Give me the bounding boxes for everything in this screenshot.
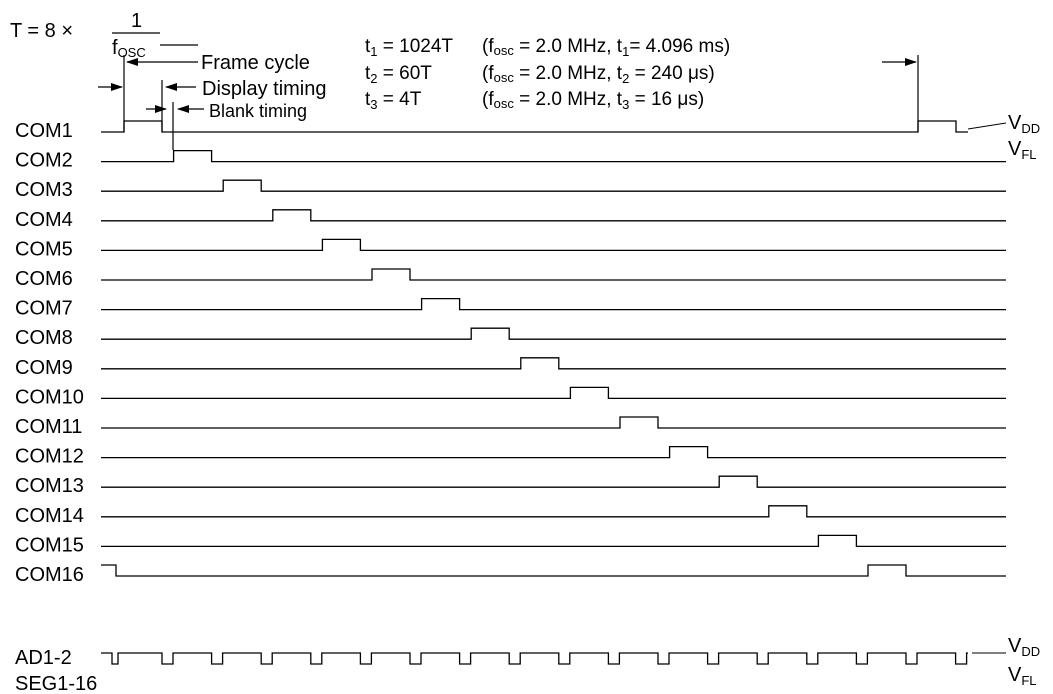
com-label: COM2 <box>15 150 73 172</box>
com-label: COM3 <box>15 179 73 201</box>
parameter-def: t3 = 4T <box>365 89 422 112</box>
com-label: COM16 <box>15 564 84 586</box>
vdd-label-top: VDD <box>1008 112 1040 136</box>
com-label: COM11 <box>15 416 82 438</box>
com-label: COM5 <box>15 238 73 260</box>
com-waveform <box>101 238 1006 252</box>
parameter-def: t2 = 60T <box>365 63 432 86</box>
display-timing-label: Display timing <box>202 78 326 100</box>
seg-label-seg: SEG1-16 <box>15 673 97 694</box>
com-waveform <box>101 297 1006 311</box>
com-label: COM15 <box>15 534 84 556</box>
com-waveform <box>101 386 1006 400</box>
parameter-def: t1 = 1024T <box>365 36 453 59</box>
com-waveform <box>101 357 1006 370</box>
parameter-example: (fosc = 2.0 MHz, t2 = 240 μs) <box>482 63 715 86</box>
blank-timing-label: Blank timing <box>209 101 307 121</box>
frame-cycle-label: Frame cycle <box>201 52 310 74</box>
com-waveform <box>101 120 968 133</box>
parameter-example: (fosc = 2.0 MHz, t1= 4.096 ms) <box>482 36 730 59</box>
seg-waveform <box>101 652 968 665</box>
com-waveform <box>101 445 1006 459</box>
com-label: COM6 <box>15 268 73 290</box>
com-waveform <box>101 475 1006 488</box>
seg-label-ad: AD1-2 <box>15 647 72 669</box>
com-label: COM7 <box>15 298 73 320</box>
com-waveform <box>101 209 1006 222</box>
com-waveform <box>101 564 1006 577</box>
com-waveform <box>101 327 1006 340</box>
com-waveform <box>101 268 1006 281</box>
timing-arrows <box>98 44 919 150</box>
vdd-label-bottom: VDD <box>1008 635 1040 659</box>
com-label: COM10 <box>15 386 84 408</box>
parameter-list: t1 = 1024T (fosc = 2.0 MHz, t1= 4.096 ms)… <box>365 36 730 112</box>
com-waveform <box>101 179 1006 192</box>
period-formula: T = 8 × 1 fOSC <box>10 10 160 60</box>
com-label: COM12 <box>15 446 84 468</box>
vfl-label-bottom: VFL <box>1008 664 1037 688</box>
com-waveform <box>101 149 1006 163</box>
formula-denominator: fOSC <box>112 37 146 60</box>
com-waveform <box>101 416 1006 429</box>
com-label: COM8 <box>15 327 73 349</box>
com-label: COM9 <box>15 357 73 379</box>
level-labels: VDD VFL VDD VFL <box>967 112 1040 688</box>
vfl-label-top: VFL <box>1008 138 1037 162</box>
com-label: COM14 <box>15 505 84 527</box>
com-waveform <box>101 534 1006 548</box>
com-label: COM4 <box>15 209 73 231</box>
com-waveform <box>101 505 1006 518</box>
com-label: COM13 <box>15 475 84 497</box>
vdd-leader-top <box>967 122 1007 130</box>
com-label: COM1 <box>15 120 73 142</box>
formula-lhs: T = 8 × <box>10 20 73 42</box>
waveforms: COM1 COM2 COM3 COM4 COM5 COM6 COM7 COM8 COM9 COM1… <box>15 120 1006 665</box>
parameter-example: (fosc = 2.0 MHz, t3 = 16 μs) <box>482 89 704 112</box>
formula-numerator: 1 <box>131 10 142 32</box>
